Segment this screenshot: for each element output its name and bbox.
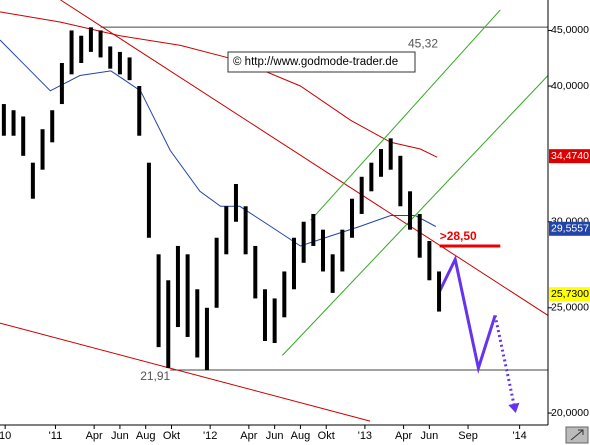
price-bar [69, 30, 74, 75]
overlay-line [60, 0, 549, 316]
price-bar [282, 271, 287, 318]
x-tick-label: '12 [203, 430, 217, 442]
corner-icon-arrow [570, 429, 584, 441]
price-bar [224, 206, 229, 255]
price-bar [311, 213, 316, 246]
price-bar [156, 254, 161, 348]
arrow-head [508, 402, 520, 414]
price-bar [79, 35, 84, 64]
price-bar [301, 221, 306, 263]
price-label-box [549, 149, 590, 164]
overlay-line [0, 322, 371, 422]
price-label: 34,4740 [551, 150, 589, 162]
x-tick-label: Jun [266, 430, 284, 442]
level-label: >28,50 [440, 229, 477, 243]
price-bar [214, 237, 219, 308]
price-bar [117, 51, 122, 75]
x-tick-label: Aug [136, 430, 156, 442]
price-bar [195, 289, 200, 358]
price-bar [350, 198, 355, 238]
x-tick-label: Apr [395, 430, 412, 442]
price-bar [1, 104, 6, 136]
price-bar [379, 149, 384, 177]
price-bar [204, 307, 209, 371]
price-bar [233, 183, 238, 222]
price-bar [427, 241, 432, 281]
price-bar [59, 63, 64, 105]
y-tick-label: 45,0000 [551, 24, 589, 36]
y-tick-label: 20,0000 [551, 407, 589, 419]
price-label-box [549, 221, 590, 236]
price-bar [40, 129, 45, 170]
x-tick-label: '11 [49, 430, 63, 442]
overlay-line [0, 39, 437, 247]
price-bar [388, 138, 393, 170]
level-label: 21,91 [140, 369, 170, 383]
price-bar [243, 206, 248, 255]
price-bar [408, 191, 413, 230]
price-bar [291, 237, 296, 290]
x-tick-label: 10 [0, 430, 11, 442]
price-bar [30, 162, 35, 199]
watermark-box [227, 51, 416, 73]
price-bar [11, 110, 16, 136]
price-bar [166, 280, 171, 369]
price-bar [127, 57, 132, 81]
price-bar [21, 116, 26, 156]
price-bar [330, 254, 335, 293]
x-tick-label: Okt [163, 430, 180, 442]
x-tick-label: Aug [291, 430, 311, 442]
x-tick-label: '14 [512, 430, 526, 442]
price-bar [398, 155, 403, 207]
price-bar [262, 289, 267, 341]
x-tick-label: '13 [358, 430, 372, 442]
x-tick-label: Apr [240, 430, 257, 442]
price-bar [340, 229, 345, 272]
price-label: 29,5557 [551, 223, 589, 235]
price-bar [146, 162, 151, 238]
price-bar [50, 110, 55, 143]
price-bar [369, 162, 374, 192]
price-label-box [549, 287, 590, 302]
plot-area [0, 0, 549, 422]
price-bar [108, 46, 113, 69]
price-bar [417, 213, 422, 258]
price-bar [320, 229, 325, 272]
x-tick-label: Jun [420, 430, 438, 442]
price-bar [437, 271, 442, 312]
price-bar [175, 245, 180, 328]
price-bar [88, 27, 93, 52]
x-tick-label: Okt [318, 430, 335, 442]
x-tick-label: Apr [86, 430, 103, 442]
overlay-line [493, 315, 518, 414]
overlay-line [438, 254, 497, 374]
level-label: 45,32 [408, 36, 438, 50]
x-tick-label: Sep [458, 430, 478, 442]
price-bar [359, 176, 364, 214]
x-tick-label: Jun [111, 430, 129, 442]
price-label: 25,7300 [551, 288, 589, 300]
price-bar [185, 254, 190, 337]
y-tick-label: 40,0000 [551, 80, 589, 92]
overlay-line [310, 9, 501, 221]
watermark: © http://www.godmode-trader.de [233, 56, 398, 68]
price-bar [98, 30, 103, 58]
overlay-line [282, 75, 549, 356]
price-bar [137, 86, 142, 136]
price-bar [253, 245, 258, 299]
y-tick-label: 25,0000 [551, 302, 589, 314]
price-bar [272, 298, 277, 344]
